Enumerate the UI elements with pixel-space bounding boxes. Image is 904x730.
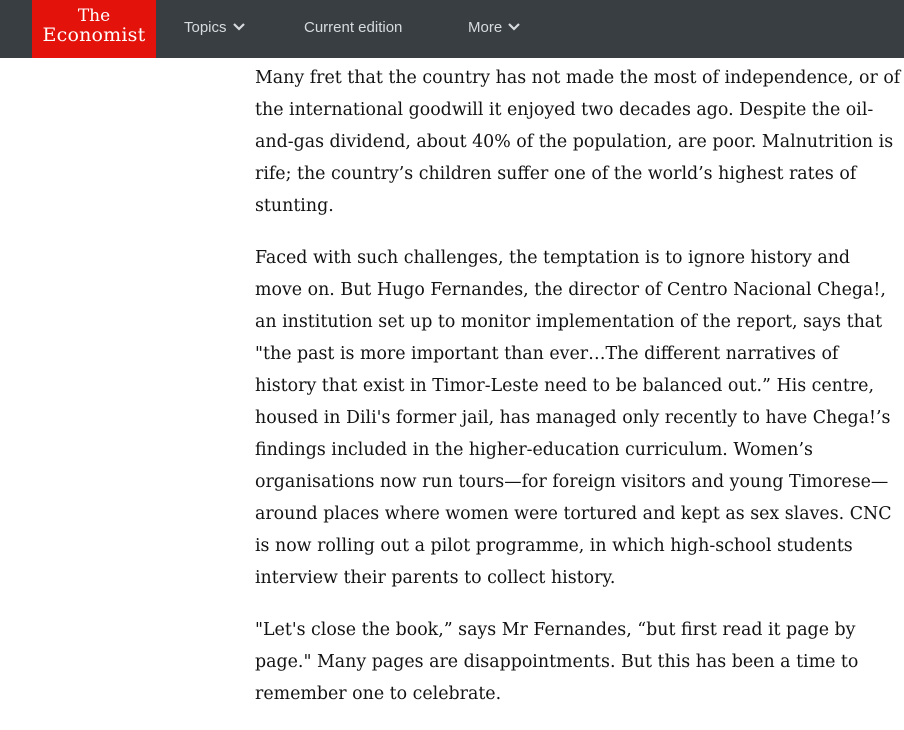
- chevron-down-icon: [508, 23, 520, 31]
- nav-more-label: More: [468, 19, 503, 36]
- article-paragraph: Many fret that the country has not made …: [255, 68, 901, 216]
- nav-topics-label: Topics: [184, 19, 227, 36]
- nav-topics-menu[interactable]: Topics: [184, 0, 246, 58]
- article-body: Many fret that the country has not made …: [255, 62, 901, 730]
- logo-line-the: The: [77, 6, 111, 26]
- top-navigation-bar: The Economist Topics Current edition Mor…: [0, 0, 904, 58]
- nav-current-edition-link[interactable]: Current edition: [304, 0, 402, 58]
- economist-logo[interactable]: The Economist: [32, 0, 156, 58]
- article-paragraph: "Let's close the book,” says Mr Fernande…: [255, 620, 859, 704]
- logo-line-economist: Economist: [42, 24, 146, 46]
- nav-current-edition-label: Current edition: [304, 19, 403, 36]
- chevron-down-icon: [232, 23, 245, 31]
- nav-more-menu[interactable]: More: [468, 0, 521, 58]
- article-paragraph: Faced with such challenges, the temptati…: [255, 248, 892, 588]
